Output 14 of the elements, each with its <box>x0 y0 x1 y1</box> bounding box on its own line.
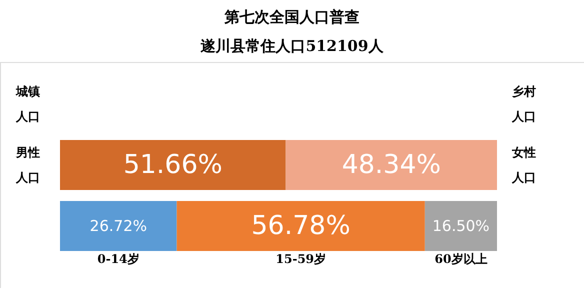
data-label: 51.66% <box>123 150 222 180</box>
data-label: 56.78% <box>251 211 350 242</box>
data-label: 48.34% <box>342 150 441 180</box>
series-label: 15-59岁 <box>276 252 326 266</box>
series-label: 男性人口 <box>15 146 40 185</box>
series-label: 女性人口 <box>511 146 536 185</box>
text: 城镇人口 <box>15 84 40 124</box>
data-label: 16.50% <box>432 217 490 236</box>
text: 乡村人口 <box>511 84 536 124</box>
data-label: 26.72% <box>90 217 147 236</box>
chart-subtitle: 遂川县常住人口512109人 <box>200 37 384 55</box>
chart-title: 第七次全国人口普查 <box>224 8 360 26</box>
series-label: 60岁以上 <box>434 252 488 266</box>
series-label: 0-14岁 <box>97 252 140 266</box>
